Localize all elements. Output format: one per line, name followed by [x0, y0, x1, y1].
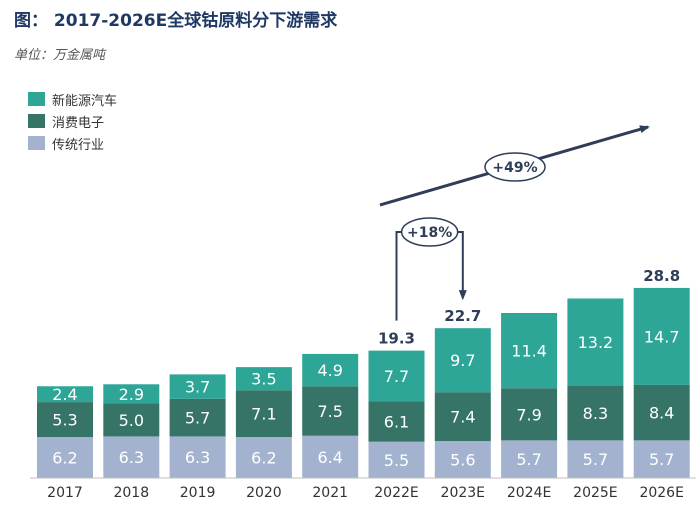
- data-label: 14.7: [644, 327, 680, 346]
- bar-segment: [169, 398, 226, 437]
- bar-segment: [302, 386, 359, 436]
- x-tick-label: 2024E: [507, 485, 551, 501]
- legend-label-traditional: 传统行业: [52, 137, 105, 153]
- data-label: 5.3: [52, 411, 77, 430]
- data-label: 7.5: [317, 402, 342, 421]
- data-label: 3.7: [185, 378, 210, 397]
- bar-segment: [169, 436, 226, 478]
- bar-segment: [368, 401, 425, 442]
- data-label: 7.4: [450, 408, 475, 427]
- x-tick-label: 2017: [47, 485, 83, 501]
- legend-item-consumer-electronics: 消费电子: [28, 110, 117, 132]
- bar-segment: [302, 435, 359, 478]
- legend-item-ev: 新能源汽车: [28, 88, 117, 110]
- data-label: 7.7: [384, 367, 409, 386]
- bar-segment: [633, 440, 690, 478]
- data-label: 5.7: [516, 450, 541, 469]
- x-tick-label: 2018: [113, 485, 149, 501]
- growth-badge-label: +18%: [407, 225, 452, 241]
- data-label: 5.7: [649, 450, 674, 469]
- bar-segment: [501, 440, 558, 478]
- data-label: 9.7: [450, 351, 475, 370]
- bar-segment: [169, 374, 226, 399]
- data-label: 6.2: [251, 449, 276, 468]
- data-label: 7.1: [251, 405, 276, 424]
- bar-segment: [235, 437, 292, 478]
- data-label: 4.9: [317, 361, 342, 380]
- bar-segment: [633, 384, 690, 441]
- bar-segment: [501, 313, 558, 389]
- data-label: 11.4: [511, 342, 547, 361]
- bar-segment: [434, 441, 491, 478]
- data-label: 5.7: [583, 450, 608, 469]
- x-tick-label: 2025E: [573, 485, 617, 501]
- bar-segment: [567, 440, 624, 478]
- trend-badge: [484, 152, 546, 182]
- data-label: 5.7: [185, 409, 210, 428]
- bar-segment: [37, 386, 93, 403]
- x-tick-label: 2022E: [374, 485, 418, 501]
- bar-segment: [434, 392, 491, 442]
- data-label: 13.2: [578, 333, 614, 352]
- bar-segment: [235, 390, 292, 438]
- data-label: 8.3: [583, 404, 608, 423]
- data-label: 5.6: [450, 451, 475, 470]
- legend-label-ev: 新能源汽车: [52, 93, 118, 109]
- legend-swatch-ev: [28, 92, 45, 106]
- x-tick-label: 2021: [312, 485, 348, 501]
- unit-label: 单位：万金属吨: [14, 48, 106, 63]
- legend-swatch-consumer-electronics: [28, 114, 45, 128]
- total-label: 19.3: [378, 330, 415, 348]
- total-label: 28.8: [643, 267, 680, 285]
- legend-item-traditional: 传统行业: [28, 132, 117, 154]
- bar-segment: [501, 388, 558, 441]
- x-tick-label: 2019: [180, 485, 216, 501]
- bar-segment: [103, 384, 160, 404]
- data-label: 6.1: [384, 413, 409, 432]
- data-label: 6.3: [119, 448, 144, 467]
- bar-segment: [368, 350, 425, 402]
- data-label: 2.9: [119, 385, 144, 404]
- legend: 新能源汽车 消费电子 传统行业: [28, 88, 117, 154]
- data-label: 7.9: [516, 405, 541, 424]
- bar-segment: [567, 298, 624, 386]
- bar-segment: [103, 436, 160, 478]
- x-tick-label: 2020: [246, 485, 282, 501]
- bar-segment: [37, 402, 93, 438]
- data-label: 6.2: [52, 449, 77, 468]
- data-label: 8.4: [649, 404, 674, 423]
- chart-title: 图： 2017-2026E全球钴原料分下游需求: [14, 11, 338, 31]
- growth-badge: [400, 217, 459, 247]
- bar-segment: [567, 385, 624, 441]
- x-tick-label: 2026E: [639, 485, 683, 501]
- bar-segment: [302, 353, 359, 387]
- trend-badge-label: +49%: [492, 160, 537, 176]
- legend-swatch-traditional: [28, 136, 45, 150]
- bar-segment: [37, 437, 93, 478]
- bar-segment: [633, 287, 690, 385]
- bar-segment: [235, 367, 292, 391]
- total-label: 22.7: [444, 307, 481, 325]
- legend-label-consumer-electronics: 消费电子: [52, 115, 105, 131]
- bar-segment: [368, 441, 425, 478]
- data-label: 6.4: [317, 448, 342, 467]
- data-label: 6.3: [185, 448, 210, 467]
- data-label: 5.5: [384, 451, 409, 470]
- data-label: 3.5: [251, 370, 276, 389]
- bar-segment: [434, 328, 491, 393]
- x-tick-label: 2023E: [441, 485, 485, 501]
- data-label: 2.4: [52, 385, 77, 404]
- bar-segment: [103, 403, 160, 437]
- data-label: 5.0: [119, 411, 144, 430]
